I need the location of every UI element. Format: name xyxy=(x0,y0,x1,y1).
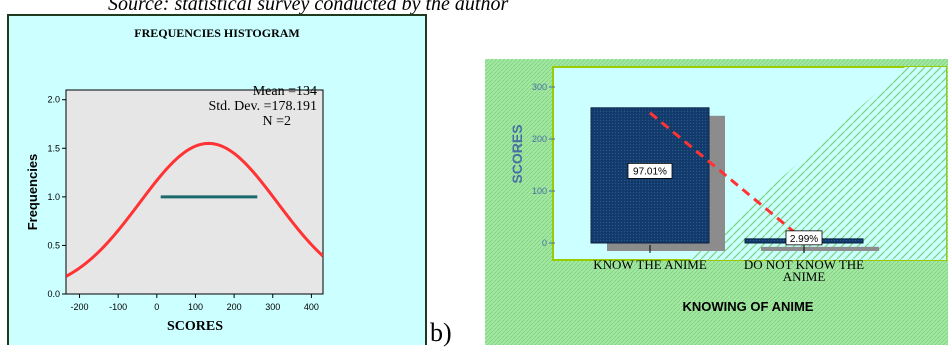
bar-y-axis: 0 100 200 300 xyxy=(532,82,555,248)
bar-data-label: 2.99% xyxy=(785,230,823,246)
histogram-x-tick-label: 0 xyxy=(154,302,159,312)
stat-std-dev: Std. Dev. =178.191 xyxy=(209,99,318,114)
histogram-x-label: SCORES xyxy=(167,319,223,334)
histogram-y-tick-label: 0.0 xyxy=(47,289,60,299)
panel-b-label: b) xyxy=(430,318,452,347)
histogram-y-label: Frequencies xyxy=(25,154,40,231)
histogram-chart: FREQUENCIES HISTOGRAM 0.0 0.5 1.0 1.5 2.0 -2… xyxy=(7,14,427,345)
bar-shadow xyxy=(761,246,879,251)
histogram-x-tick-label: -200 xyxy=(71,302,89,312)
bar-chart: 0 100 200 300 97.01% 2.99% KNOW THE ANIME DO … xyxy=(485,59,948,345)
svg-text:2.99%: 2.99% xyxy=(790,234,818,245)
histogram-x-tick-label: -100 xyxy=(109,302,127,312)
bar-category-label: ANIME xyxy=(783,269,826,284)
histogram-y-axis: 0.0 0.5 1.0 1.5 2.0 xyxy=(47,95,66,299)
svg-text:97.01%: 97.01% xyxy=(633,166,667,177)
histogram-plot-area xyxy=(65,89,324,295)
bar-data-label: 97.01% xyxy=(627,163,673,179)
histogram-title: FREQUENCIES HISTOGRAM xyxy=(134,26,299,40)
bar-category-label: KNOW THE ANIME xyxy=(593,257,707,272)
histogram-x-tick-label: 200 xyxy=(227,302,242,312)
bar-y-tick-label: 300 xyxy=(532,82,547,92)
histogram-y-tick-label: 0.5 xyxy=(47,240,60,250)
bar-y-tick-label: 0 xyxy=(542,238,547,248)
trend-line xyxy=(649,111,801,238)
normal-curve xyxy=(66,141,323,278)
histogram-x-tick-label: 100 xyxy=(188,302,203,312)
histogram-x-tick-label: 400 xyxy=(304,302,319,312)
bar-x-label: KNOWING OF ANIME xyxy=(683,299,814,314)
histogram-y-tick-label: 2.0 xyxy=(47,95,60,105)
bar-category-label: DO NOT KNOW THE xyxy=(744,257,864,272)
hatched-area xyxy=(690,67,946,260)
histogram-x-tick-label: 300 xyxy=(265,302,280,312)
bar-y-tick-label: 100 xyxy=(532,186,547,196)
bar-y-label: SCORES xyxy=(509,124,525,183)
bar-y-tick-label: 200 xyxy=(532,134,547,144)
stat-n: N =2 xyxy=(262,114,291,129)
histogram-y-tick-label: 1.5 xyxy=(47,143,60,153)
source-caption: Source: statistical survey conducted by … xyxy=(108,0,508,15)
stat-mean: Mean =134 xyxy=(253,84,317,99)
histogram-y-tick-label: 1.0 xyxy=(47,192,60,202)
histogram-x-axis: -200 -100 0 100 200 300 400 xyxy=(71,294,319,312)
